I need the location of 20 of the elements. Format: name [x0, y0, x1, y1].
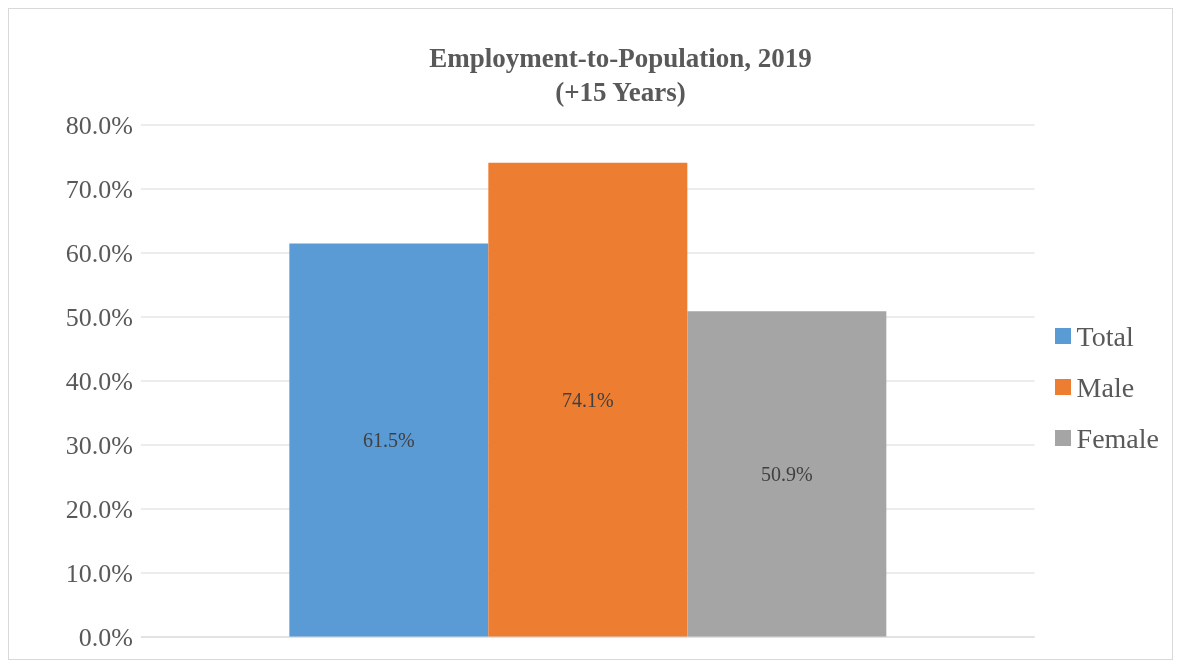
data-label: 61.5%: [363, 429, 415, 452]
y-tick-label: 20.0%: [65, 495, 133, 525]
legend-label: Female: [1076, 421, 1159, 456]
y-tick-label: 30.0%: [65, 431, 133, 461]
chart-title: Employment-to-Population, 2019: [428, 42, 813, 75]
y-tick-label: 50.0%: [65, 303, 133, 333]
bar: [687, 311, 887, 637]
legend-label: Male: [1076, 370, 1135, 405]
y-tick-label: 80.0%: [65, 111, 133, 141]
data-label: 74.1%: [562, 388, 614, 411]
chart-subtitle: (+15 Years): [554, 76, 687, 109]
y-tick-label: 70.0%: [65, 175, 133, 205]
y-tick-label: 10.0%: [65, 559, 133, 589]
bar: [289, 243, 489, 637]
legend-label: Total: [1076, 319, 1134, 354]
data-label: 50.9%: [761, 463, 813, 486]
bar: [488, 162, 688, 637]
y-tick-label: 40.0%: [65, 367, 133, 397]
y-tick-label: 0.0%: [78, 623, 133, 653]
y-tick-label: 60.0%: [65, 239, 133, 269]
